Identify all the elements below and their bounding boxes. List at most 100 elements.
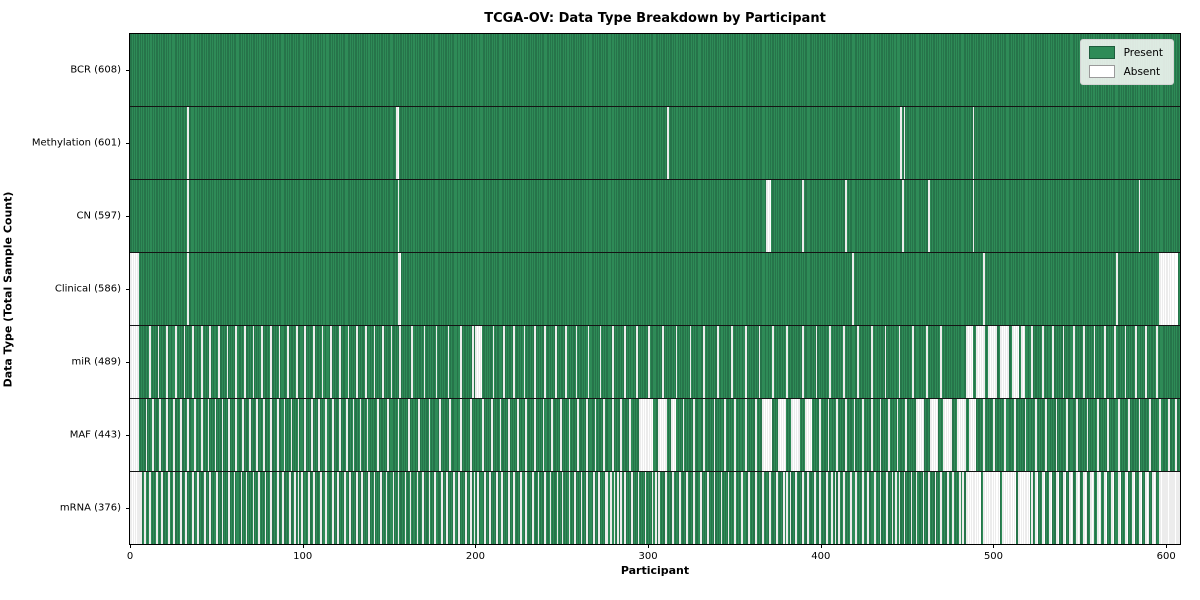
absent-stripe [651,472,654,544]
absent-stripe [503,326,505,398]
absent-stripe [594,399,597,471]
absent-stripe [352,399,355,471]
absent-stripe [523,326,526,398]
absent-stripe [794,472,797,544]
absent-stripe [838,472,840,544]
absent-stripe [867,472,870,544]
absent-stripe [428,472,431,544]
absent-swatch-icon [1088,65,1115,78]
absent-stripe [879,399,882,471]
absent-stripe [1052,326,1054,398]
absent-stripe [972,107,975,179]
absent-stripe [1145,326,1148,398]
absent-stripe [446,472,448,544]
absent-stripe [249,399,251,471]
absent-stripe [958,472,961,544]
absent-stripe [214,399,217,471]
absent-stripe [713,472,716,544]
absent-stripe [658,472,661,544]
absent-stripe [359,399,362,471]
absent-stripe [568,399,571,471]
absent-stripe [459,399,462,471]
absent-stripe [667,107,669,179]
absent-stripe [1138,472,1142,544]
absent-stripe [1116,253,1118,325]
x-tick-mark [1166,544,1168,548]
absent-stripe [294,472,296,544]
absent-stripe [200,326,203,398]
absent-stripe [186,253,189,325]
absent-stripe [492,326,495,398]
absent-stripe [620,472,623,544]
absent-stripe [1155,326,1158,398]
absent-stripe [1152,472,1156,544]
absent-stripe [1124,472,1129,544]
absent-stripe [1031,326,1034,398]
absent-stripe [470,472,472,544]
absent-stripe [501,472,504,544]
absent-stripe [143,472,146,544]
absent-stripe [180,472,182,544]
absent-stripe [585,399,588,471]
absent-stripe [879,472,882,544]
absent-stripe [717,326,719,398]
absent-stripe [952,472,954,544]
absent-stripe [791,399,801,471]
absent-stripe [245,472,248,544]
absent-stripe [827,399,830,471]
absent-stripe [1145,472,1149,544]
absent-stripe [689,326,692,398]
absent-stripe [332,472,334,544]
absent-stripe [304,326,307,398]
absent-stripe [658,399,668,471]
x-tick-label: 100 [293,551,313,562]
absent-stripe [1034,472,1039,544]
absent-stripe [380,472,383,544]
absent-stripe [1097,399,1099,471]
absent-stripe [209,472,212,544]
absent-stripe [900,107,902,179]
absent-stripe [297,472,300,544]
absent-stripe [801,326,804,398]
absent-stripe [777,399,787,471]
absent-stripe [884,326,887,398]
absent-stripe [844,399,847,471]
absent-stripe [499,399,502,471]
absent-stripe [758,326,761,398]
absent-stripe [307,472,310,544]
absent-stripe [192,472,194,544]
heatmap-row-mir [130,325,1180,398]
absent-stripe [1114,326,1117,398]
absent-stripe [560,399,562,471]
absent-stripe [831,472,833,544]
absent-stripe [1017,472,1030,544]
absent-stripe [703,326,706,398]
absent-stripe [140,472,143,544]
absent-stripe [397,180,400,252]
absent-stripe [556,472,559,544]
absent-stripe [496,472,498,544]
absent-stripe [408,399,410,471]
x-tick-mark [993,544,995,548]
absent-stripe [409,472,412,544]
absent-stripe [544,472,547,544]
absent-stripe [209,326,212,398]
absent-stripe [623,472,626,544]
absent-stripe [983,399,985,471]
absent-stripe [287,326,289,398]
heatmap-row-cn [130,179,1180,252]
x-tick-label: 600 [1156,551,1176,562]
absent-stripe [1021,326,1025,398]
absent-stripe [1159,399,1161,471]
absent-stripe [786,472,788,544]
absent-stripe [765,180,771,252]
absent-stripe [544,326,547,398]
absent-stripe [404,472,407,544]
absent-stripe [1076,399,1079,471]
absent-stripe [762,472,764,544]
absent-stripe [525,399,528,471]
absent-stripe [1107,399,1110,471]
absent-stripe [332,399,334,471]
absent-stripe [891,472,894,544]
absent-stripe [304,399,307,471]
